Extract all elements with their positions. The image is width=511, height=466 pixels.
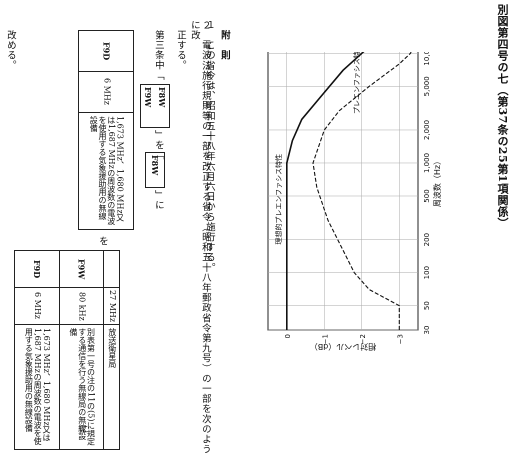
- y-tick-label: −2: [359, 334, 367, 344]
- figure-header: 別図第四号の七（第37条の25第1項関係）: [496, 4, 509, 229]
- closing-text: 改める。: [4, 30, 16, 71]
- article3-prefix: 第三条中「: [152, 30, 164, 81]
- x-tick-label: 10,000: [423, 52, 431, 66]
- y-tick-label: −1: [321, 334, 329, 344]
- x-tick-label: 5,000: [423, 76, 431, 96]
- x-tick-label: 1,000: [423, 153, 431, 173]
- plot-frame: [267, 52, 419, 331]
- box-new-emission: F8W: [145, 152, 165, 188]
- series-label: プレエンファシス特性の下限: [352, 52, 361, 114]
- ideal-emphasis-line: [286, 52, 385, 330]
- table-new-row2-desc: 放送衛星局: [103, 324, 120, 450]
- series-label: 理想的プレエンファシス特性: [274, 154, 283, 245]
- y-axis-label: 相対レベル（dB）: [310, 342, 377, 352]
- table-new-row0-freq: 6 MHz: [14, 287, 60, 325]
- char-ni: に: [76, 424, 88, 435]
- x-tick-label: 100: [423, 266, 431, 279]
- box-new-1: F8W: [150, 155, 160, 176]
- table-new-row1-freq: 80 kHz: [58, 287, 105, 325]
- article3-end: 」に: [152, 190, 164, 211]
- table-new-row2-emission: [103, 250, 120, 288]
- x-tick-label: 2,000: [423, 120, 431, 140]
- y-tick-label: −3: [396, 334, 404, 344]
- table-old: F9D 6 MHz 1,673 MHz、1,680 MHz又は1,687 MHz…: [78, 30, 134, 230]
- table-new-row2-freq: 27 MHz: [103, 287, 120, 325]
- x-axis-label: 周波数（Hz）: [432, 157, 442, 207]
- emphasis-lower-limit-line: [312, 52, 419, 330]
- x-tick-label: 200: [423, 233, 431, 246]
- char-wo: を: [96, 236, 108, 247]
- box-old-2: F9W: [143, 87, 153, 108]
- x-tick-label: 500: [423, 189, 431, 202]
- table-old-freq: 6 MHz: [78, 71, 134, 113]
- table-new: F9D F9W 6 MHz 80 kHz 27 MHz 1,673 MHz、1,…: [14, 250, 120, 450]
- y-tick-label: 0: [284, 334, 292, 338]
- x-tick-label: 30: [423, 326, 431, 335]
- supplementary-item-2a: ２ 電波法施行規則等の一部を改正する省令（昭和五十八年郵政省令第九号）の一部を次…: [188, 20, 211, 455]
- article3-mid: 」を「: [152, 130, 164, 161]
- table-new-row0-desc: 1,673 MHz、1,680 MHz又は1,687 MHzの周波数の電波を使用…: [14, 324, 60, 450]
- table-new-row0-emission: F9D: [14, 250, 60, 288]
- supplementary-item-2b: 正する。: [174, 30, 186, 71]
- box-old-1: F8W: [157, 87, 167, 108]
- supplementary-title: 附 則: [218, 30, 230, 61]
- supplementary-item-1: １ この省令は、昭和五十八年六月六日から施行する。: [203, 20, 215, 273]
- table-old-desc: 1,673 MHz、1,680 MHz又は1,687 MHzの周波数の電波を使用…: [78, 112, 134, 230]
- table-old-emission: F9D: [78, 30, 134, 72]
- x-tick-label: 50: [423, 301, 431, 310]
- table-new-row1-emission: F9W: [58, 250, 105, 288]
- emphasis-chart: 30501002005001,0002,0005,00010,00015,000…: [267, 52, 442, 352]
- box-old-emission: F8W F9W: [140, 84, 170, 128]
